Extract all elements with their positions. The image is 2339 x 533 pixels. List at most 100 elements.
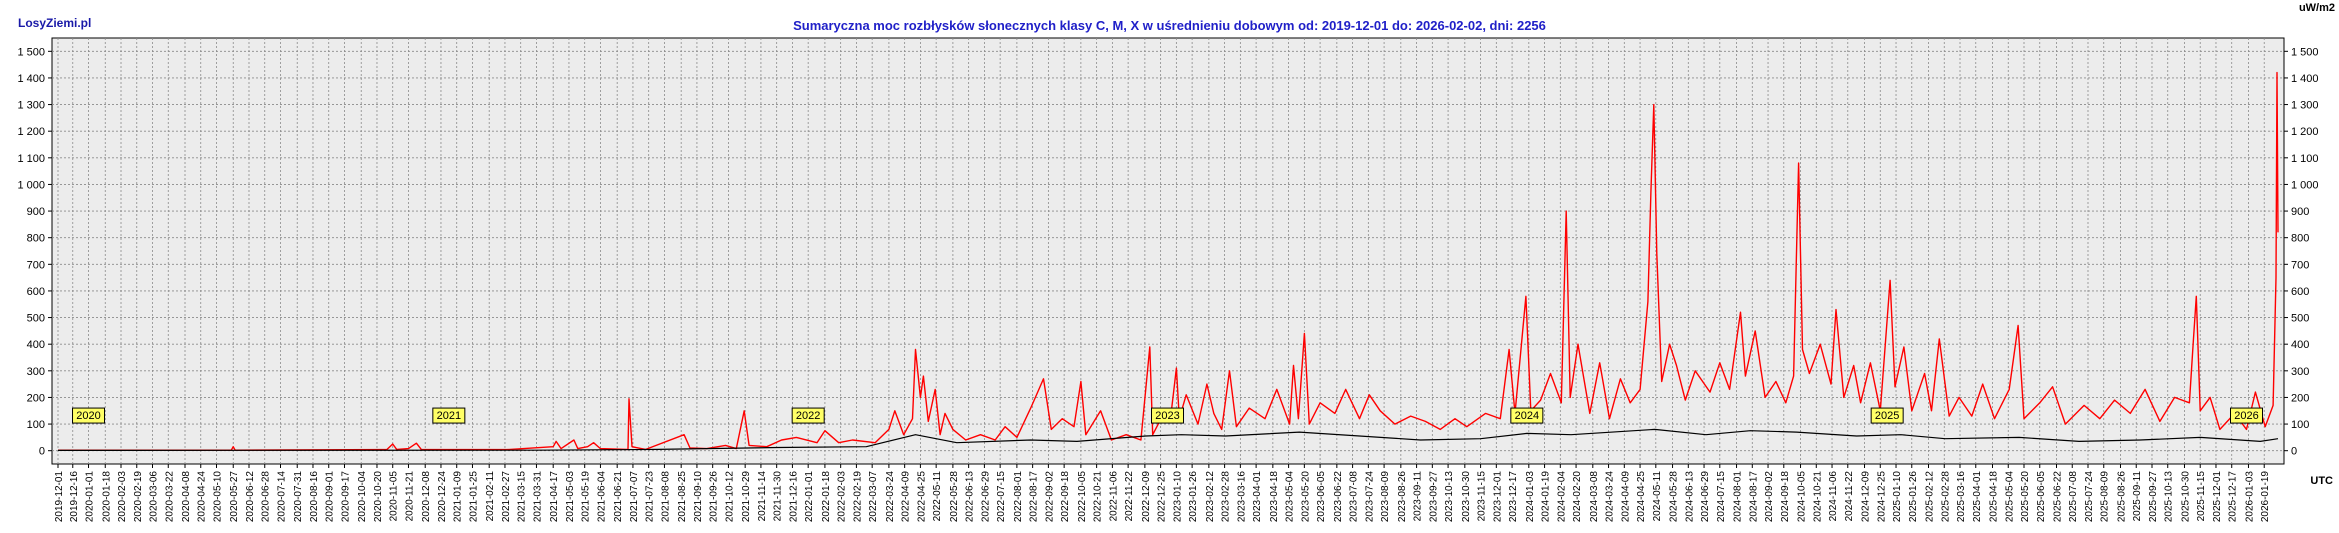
x-tick-label: 2022-05-11 — [932, 471, 943, 522]
x-tick-label: 2020-09-01 — [325, 471, 336, 523]
x-tick-label: 2024-01-19 — [1541, 471, 1552, 523]
x-tick-label: 2022-12-25 — [1157, 471, 1168, 523]
year-marker-box — [72, 407, 106, 424]
year-marker-box — [432, 407, 466, 424]
x-tick-label: 2024-02-04 — [1556, 471, 1567, 523]
x-tick-label: 2020-12-08 — [421, 471, 432, 523]
y-tick-label-left: 800 — [27, 233, 45, 245]
y-tick-label-left: 1 500 — [17, 46, 45, 58]
x-tick-label: 2025-03-16 — [1956, 471, 1967, 523]
x-tick-label: 2023-10-30 — [1461, 471, 1472, 523]
year-marker-label: 2022 — [796, 410, 820, 422]
x-tick-label: 2023-02-12 — [1205, 471, 1216, 523]
x-tick-label: 2023-03-16 — [1236, 471, 1247, 523]
y-tick-label-right: 800 — [2291, 233, 2309, 245]
y-tick-label-right: 700 — [2291, 259, 2309, 271]
x-tick-label: 2021-09-10 — [693, 471, 704, 523]
y-tick-label-right: 0 — [2291, 446, 2297, 458]
x-tick-label: 2025-11-15 — [2196, 471, 2207, 522]
x-tick-label: 2024-02-20 — [1572, 471, 1583, 523]
x-tick-label: 2022-02-03 — [837, 471, 848, 523]
y-tick-label-left: 700 — [27, 259, 45, 271]
x-tick-label: 2020-12-24 — [437, 471, 448, 523]
x-tick-label: 2020-06-28 — [261, 471, 272, 523]
x-tick-label: 2022-01-01 — [804, 471, 815, 523]
x-tick-label: 2023-04-01 — [1252, 471, 1263, 523]
x-tick-label: 2022-09-02 — [1044, 471, 1055, 523]
x-tick-label: 2025-02-12 — [1925, 471, 1936, 523]
x-tick-label: 2021-03-31 — [532, 471, 543, 523]
x-tick-label: 2021-05-03 — [565, 471, 576, 523]
y-tick-label-left: 600 — [27, 286, 45, 298]
x-tick-label: 2020-01-01 — [85, 471, 96, 523]
y-tick-label-right: 1 100 — [2291, 153, 2319, 165]
x-tick-label: 2024-05-11 — [1652, 471, 1663, 522]
x-tick-label: 2025-09-27 — [2148, 471, 2159, 523]
year-marker-label: 2026 — [2234, 410, 2258, 422]
x-tick-label: 2025-04-01 — [1972, 471, 1983, 523]
year-marker-box — [791, 407, 825, 424]
y-tick-label-left: 900 — [27, 206, 45, 218]
x-tick-label: 2025-08-26 — [2116, 471, 2127, 523]
x-tick-label: 2022-07-15 — [996, 471, 1007, 523]
x-tick-label: 2022-12-09 — [1141, 471, 1152, 523]
y-tick-label-left: 0 — [39, 446, 45, 458]
x-tick-label: 2021-06-04 — [596, 471, 607, 523]
y-tick-label-right: 100 — [2291, 419, 2309, 431]
y-tick-label-right: 500 — [2291, 313, 2309, 325]
x-axis: 2019-12-01 2019-12-16 2020-01-01 2020-01-18… — [54, 464, 2271, 522]
utc-label: UTC — [2310, 475, 2333, 487]
x-tick-label: 2020-05-27 — [229, 471, 240, 523]
x-tick-label: 2025-06-05 — [2036, 471, 2047, 523]
year-markers: 2020 2021 2022 2023 2024 2025 2026 — [72, 407, 2263, 424]
x-tick-label: 2025-10-13 — [2164, 471, 2175, 523]
x-tick-label: 2020-10-20 — [373, 471, 384, 523]
x-tick-label: 2022-06-29 — [980, 471, 991, 523]
x-tick-label: 2025-06-22 — [2052, 471, 2063, 523]
x-tick-label: 2023-02-28 — [1221, 471, 1232, 523]
x-tick-label: 2024-04-09 — [1620, 471, 1631, 523]
x-tick-label: 2020-09-17 — [340, 471, 351, 523]
y-tick-label-left: 1 100 — [17, 153, 45, 165]
x-tick-label: 2024-12-09 — [1861, 471, 1872, 523]
x-tick-label: 2025-10-30 — [2180, 471, 2191, 523]
series-line-0 — [58, 71, 2279, 451]
year-marker-label: 2023 — [1155, 410, 1179, 422]
y-tick-label-right: 400 — [2291, 339, 2309, 351]
x-tick-label: 2024-03-08 — [1589, 471, 1600, 523]
x-tick-label: 2019-12-01 — [54, 471, 65, 523]
x-tick-label: 2022-05-28 — [949, 471, 960, 523]
year-marker-label: 2020 — [76, 410, 100, 422]
y-tick-label-right: 1 500 — [2291, 46, 2319, 58]
x-tick-label: 2024-09-18 — [1780, 471, 1791, 523]
y-tick-label-right: 1 000 — [2291, 179, 2319, 191]
y-tick-label-left: 400 — [27, 339, 45, 351]
x-tick-label: 2025-08-09 — [2100, 471, 2111, 523]
x-tick-label: 2025-05-20 — [2020, 471, 2031, 523]
plot-area — [51, 37, 2285, 465]
y-axis-left: 0 100 200 300 400 500 600 700 800 900 1 000 1 100 1 … — [17, 46, 52, 458]
year-marker-box — [2229, 407, 2263, 424]
x-tick-label: 2020-02-03 — [117, 471, 128, 523]
x-tick-label: 2020-02-19 — [133, 471, 144, 523]
x-tick-label: 2022-11-22 — [1124, 471, 1135, 522]
y-tick-label-left: 500 — [27, 313, 45, 325]
y-tick-label-right: 600 — [2291, 286, 2309, 298]
x-tick-label: 2023-08-26 — [1397, 471, 1408, 523]
y-tick-label-right: 200 — [2291, 392, 2309, 404]
x-tick-label: 2022-04-25 — [916, 471, 927, 523]
x-tick-label: 2022-02-19 — [852, 471, 863, 523]
x-tick-label: 2024-11-22 — [1844, 471, 1855, 522]
x-tick-label: 2025-12-01 — [2212, 471, 2223, 523]
x-tick-label: 2020-07-31 — [293, 471, 304, 523]
site-logo[interactable]: LosyZiemi.pl — [18, 16, 92, 30]
x-tick-label: 2022-10-21 — [1093, 471, 1104, 523]
x-tick-label: 2021-12-16 — [788, 471, 799, 523]
year-marker-label: 2024 — [1515, 410, 1539, 422]
x-tick-label: 2020-03-06 — [149, 471, 160, 523]
x-tick-label: 2022-10-05 — [1077, 471, 1088, 523]
x-tick-label: 2023-07-24 — [1364, 471, 1375, 523]
x-tick-label: 2021-01-25 — [468, 471, 479, 523]
x-tick-label: 2023-06-22 — [1333, 471, 1344, 523]
